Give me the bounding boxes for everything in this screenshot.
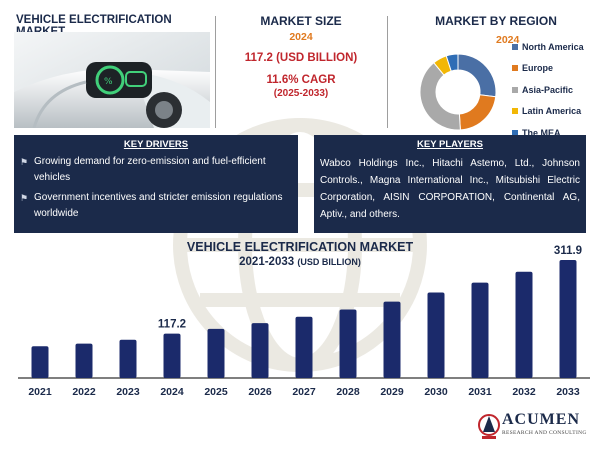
legend-swatch bbox=[512, 65, 518, 72]
x-tick-label: 2027 bbox=[292, 386, 316, 398]
legend-label: Asia-Pacific bbox=[522, 84, 574, 95]
cagr-value: 11.6% CAGR bbox=[266, 74, 336, 86]
x-tick-label: 2030 bbox=[424, 386, 448, 398]
legend-swatch bbox=[512, 129, 518, 136]
legend-label: The MEA bbox=[522, 127, 561, 138]
chart-title-line2: 2021-2033 (USD BILLION) bbox=[140, 256, 460, 268]
x-tick-label: 2028 bbox=[336, 386, 360, 398]
x-tick-label: 2029 bbox=[380, 386, 404, 398]
x-tick-label: 2021 bbox=[28, 386, 52, 398]
region-year: 2024 bbox=[496, 34, 520, 46]
region-panel: MARKET BY REGION 2024 North America Euro… bbox=[398, 14, 594, 138]
driver-text: Growing demand for zero-emission and fue… bbox=[34, 156, 266, 183]
bar bbox=[119, 339, 137, 378]
legend-item: North America bbox=[512, 36, 598, 58]
region-legend: North America Europe Asia-Pacific Latin … bbox=[512, 36, 598, 144]
bar bbox=[339, 309, 357, 378]
bar bbox=[163, 333, 181, 378]
driver-item: ⚑ Government incentives and stricter emi… bbox=[14, 190, 298, 222]
market-size-value: 117.2 (USD BILLION) bbox=[244, 52, 358, 64]
chart-title-line1: VEHICLE ELECTRIFICATION MARKET bbox=[186, 240, 414, 254]
x-tick-label: 2022 bbox=[72, 386, 96, 398]
key-players-box: KEY PLAYERS Wabco Holdings Inc., Hitachi… bbox=[314, 135, 586, 233]
acumen-logo: ACUMEN RESEARCH AND CONSULTING bbox=[478, 409, 596, 447]
bar bbox=[31, 346, 49, 378]
x-tick-label: 2026 bbox=[248, 386, 272, 398]
chart-title-years: 2021-2033 bbox=[239, 256, 295, 268]
key-drivers-heading: KEY DRIVERS bbox=[123, 139, 189, 150]
chart-title-unit: (USD BILLION) bbox=[297, 257, 361, 267]
market-size-year: 2024 bbox=[289, 31, 313, 43]
legend-label: Europe bbox=[522, 63, 554, 74]
market-size-panel: MARKET SIZE 2024 117.2 (USD BILLION) 11.… bbox=[216, 14, 386, 99]
bar bbox=[251, 323, 269, 378]
region-donut-chart bbox=[419, 53, 497, 131]
bar bbox=[75, 343, 93, 378]
x-tick-label: 2033 bbox=[556, 386, 580, 398]
logo-subtitle: RESEARCH AND CONSULTING bbox=[502, 430, 587, 436]
bar bbox=[427, 292, 445, 378]
bar bbox=[559, 260, 577, 378]
driver-item: ⚑ Growing demand for zero-emission and f… bbox=[14, 154, 298, 186]
x-tick-label: 2025 bbox=[204, 386, 228, 398]
logo-emblem-icon bbox=[478, 414, 500, 439]
legend-swatch bbox=[512, 43, 518, 50]
cagr-period: (2025-2033) bbox=[273, 88, 329, 99]
chart-title: VEHICLE ELECTRIFICATION MARKET 2021-2033… bbox=[140, 240, 460, 268]
legend-label: Latin America bbox=[522, 106, 582, 117]
car-icon: ⚑ bbox=[20, 193, 29, 203]
bar bbox=[471, 282, 489, 378]
legend-swatch bbox=[512, 86, 518, 93]
donut-slice bbox=[445, 53, 459, 72]
legend-item: The MEA bbox=[512, 122, 598, 144]
data-label: 117.2 bbox=[158, 319, 186, 331]
legend-item: Europe bbox=[512, 58, 598, 80]
legend-swatch bbox=[512, 108, 518, 115]
bar bbox=[383, 301, 401, 378]
data-label: 311.9 bbox=[554, 245, 582, 257]
x-tick-label: 2031 bbox=[468, 386, 492, 398]
bar bbox=[515, 271, 533, 378]
car-icon: ⚑ bbox=[20, 157, 29, 167]
divider bbox=[387, 16, 388, 128]
logo-name: ACUMEN bbox=[502, 411, 580, 428]
x-tick-label: 2032 bbox=[512, 386, 536, 398]
bar bbox=[207, 328, 225, 378]
ev-charging-image: % bbox=[14, 32, 210, 128]
key-players-heading: KEY PLAYERS bbox=[417, 139, 483, 150]
divider bbox=[215, 16, 216, 128]
svg-text:%: % bbox=[104, 77, 113, 87]
region-heading: MARKET BY REGION bbox=[435, 14, 557, 28]
legend-label: North America bbox=[522, 41, 584, 52]
bar bbox=[295, 316, 313, 378]
driver-text: Government incentives and stricter emiss… bbox=[34, 192, 283, 219]
key-drivers-box: KEY DRIVERS ⚑ Growing demand for zero-em… bbox=[14, 135, 298, 233]
legend-item: Asia-Pacific bbox=[512, 79, 598, 101]
legend-item: Latin America bbox=[512, 101, 598, 123]
market-size-heading: MARKET SIZE bbox=[260, 14, 342, 28]
x-tick-label: 2023 bbox=[116, 386, 140, 398]
x-tick-label: 2024 bbox=[160, 386, 184, 398]
key-players-text: Wabco Holdings Inc., Hitachi Astemo, Ltd… bbox=[320, 158, 580, 220]
